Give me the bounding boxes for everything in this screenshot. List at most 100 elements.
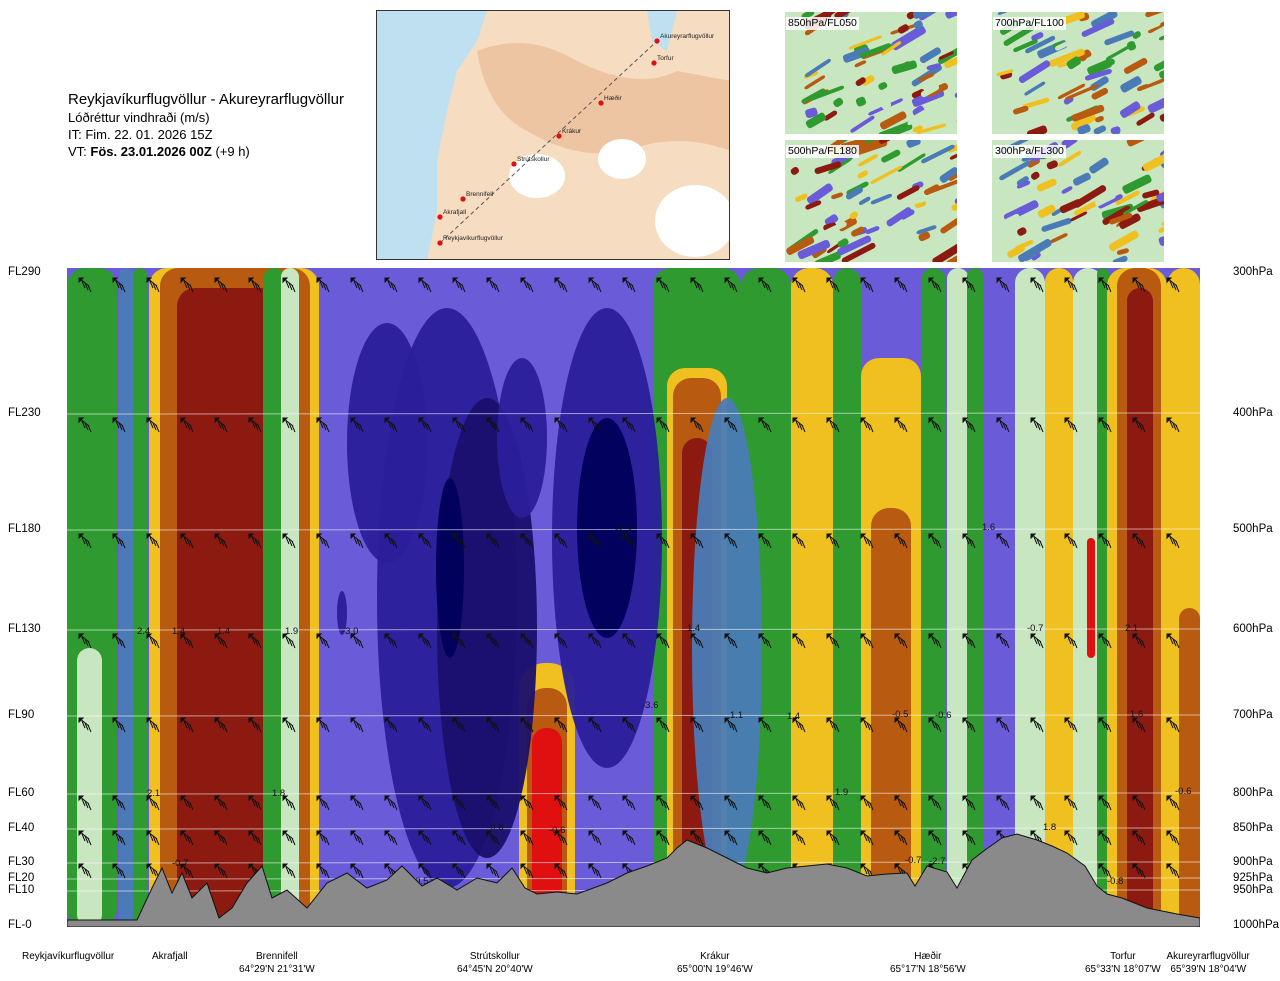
pressure-line	[67, 628, 1200, 631]
wind-barb	[826, 277, 840, 293]
pressure-level-label: 400hPa	[1233, 407, 1273, 419]
panel-streak	[1159, 67, 1164, 79]
wind-barb	[146, 830, 160, 846]
panel-streak	[1016, 180, 1031, 189]
panel-streak	[878, 82, 888, 90]
panel-streak	[1024, 81, 1046, 96]
map-place-dot	[654, 38, 660, 44]
wind-barb	[418, 633, 432, 649]
wind-barb	[758, 717, 772, 733]
wind-barb	[588, 533, 602, 549]
station-label: Reykjavíkurflugvöllur	[22, 950, 114, 963]
wind-barb	[962, 717, 976, 733]
wind-barb	[724, 795, 738, 811]
wind-barb	[758, 277, 772, 293]
wind-barb	[826, 717, 840, 733]
wind-barb	[860, 795, 874, 811]
wind-barb	[146, 717, 160, 733]
section-band	[77, 648, 102, 927]
wind-barb	[962, 277, 976, 293]
pressure-level-label: 700hPa	[1233, 709, 1273, 721]
wind-barb	[180, 830, 194, 846]
wind-barb	[1064, 830, 1078, 846]
station-name: Akureyrarflugvöllur	[1166, 951, 1250, 962]
flight-level-label: FL60	[8, 787, 35, 799]
wind-barb	[248, 533, 262, 549]
wind-barb	[622, 533, 636, 549]
panel-streak	[1057, 83, 1086, 100]
wind-barb	[418, 795, 432, 811]
map-glacier-1	[509, 154, 565, 198]
downdraft-core	[436, 478, 464, 658]
panel-streak	[881, 41, 902, 56]
station-label: Krákur 65°00'N 19°46'W	[677, 950, 753, 976]
wind-barb	[1030, 277, 1044, 293]
wind-barb	[452, 277, 466, 293]
panel-streak	[945, 12, 957, 19]
wind-barb	[1098, 795, 1112, 811]
wind-barb	[180, 795, 194, 811]
panel-streak	[1026, 125, 1048, 134]
wind-barb	[724, 717, 738, 733]
wind-barb	[860, 830, 874, 846]
panel-300: 300hPa/FL300	[992, 140, 1164, 262]
panel-streak	[1016, 176, 1029, 186]
core-blobs	[337, 308, 762, 898]
panel-streak	[857, 170, 869, 179]
wind-barb	[962, 795, 976, 811]
panel-streak	[1013, 39, 1038, 53]
panel-streak	[841, 242, 876, 262]
section-band	[133, 268, 147, 927]
wind-barb	[894, 633, 908, 649]
panel-streak	[1108, 230, 1139, 252]
panel-streak	[846, 186, 863, 200]
wind-barb	[690, 277, 704, 293]
wind-barb	[554, 863, 568, 879]
wind-barb	[146, 633, 160, 649]
wind-barb	[112, 795, 126, 811]
panel-streak	[886, 207, 912, 227]
lead-time: (+9 h)	[211, 144, 250, 159]
panel-streak	[1046, 124, 1059, 134]
wind-barb	[248, 795, 262, 811]
panel-500: 500hPa/FL180	[785, 140, 957, 262]
wind-barb	[146, 417, 160, 433]
panel-streak	[823, 110, 838, 121]
section-band	[1179, 608, 1200, 927]
panel-streak	[1104, 30, 1135, 46]
panel-streak	[1073, 172, 1091, 186]
wind-barb	[112, 633, 126, 649]
wind-barb	[316, 830, 330, 846]
contour-value-label: -0.6	[487, 822, 503, 833]
wind-barb	[350, 417, 364, 433]
panel-streak	[926, 63, 941, 71]
station-name: Brennifell	[256, 951, 298, 962]
panel-streak	[1018, 60, 1051, 84]
wind-barb	[350, 717, 364, 733]
wind-barb	[1132, 830, 1146, 846]
panel-streak	[996, 69, 1014, 76]
panel-streak	[1112, 255, 1128, 262]
wind-barb	[1030, 717, 1044, 733]
wind-barb	[962, 533, 976, 549]
wind-barb	[690, 417, 704, 433]
wind-barb	[690, 533, 704, 549]
panel-500-field	[785, 140, 957, 262]
wind-barb	[656, 795, 670, 811]
wind-barb	[520, 533, 534, 549]
panel-streak	[858, 154, 878, 167]
wind-barb	[384, 533, 398, 549]
panel-streak	[804, 58, 831, 78]
panel-streak	[1098, 194, 1123, 209]
station-name: Akrafjall	[152, 951, 188, 962]
section-band	[1087, 538, 1095, 658]
wind-barb	[350, 795, 364, 811]
wind-barb	[384, 795, 398, 811]
wind-barb	[1166, 830, 1180, 846]
contour-value-label: 2.1	[147, 788, 160, 799]
wind-barb	[554, 633, 568, 649]
wind-barb	[350, 830, 364, 846]
wind-barb	[1098, 863, 1112, 879]
flight-level-label: FL130	[8, 623, 41, 635]
wind-barb	[860, 533, 874, 549]
